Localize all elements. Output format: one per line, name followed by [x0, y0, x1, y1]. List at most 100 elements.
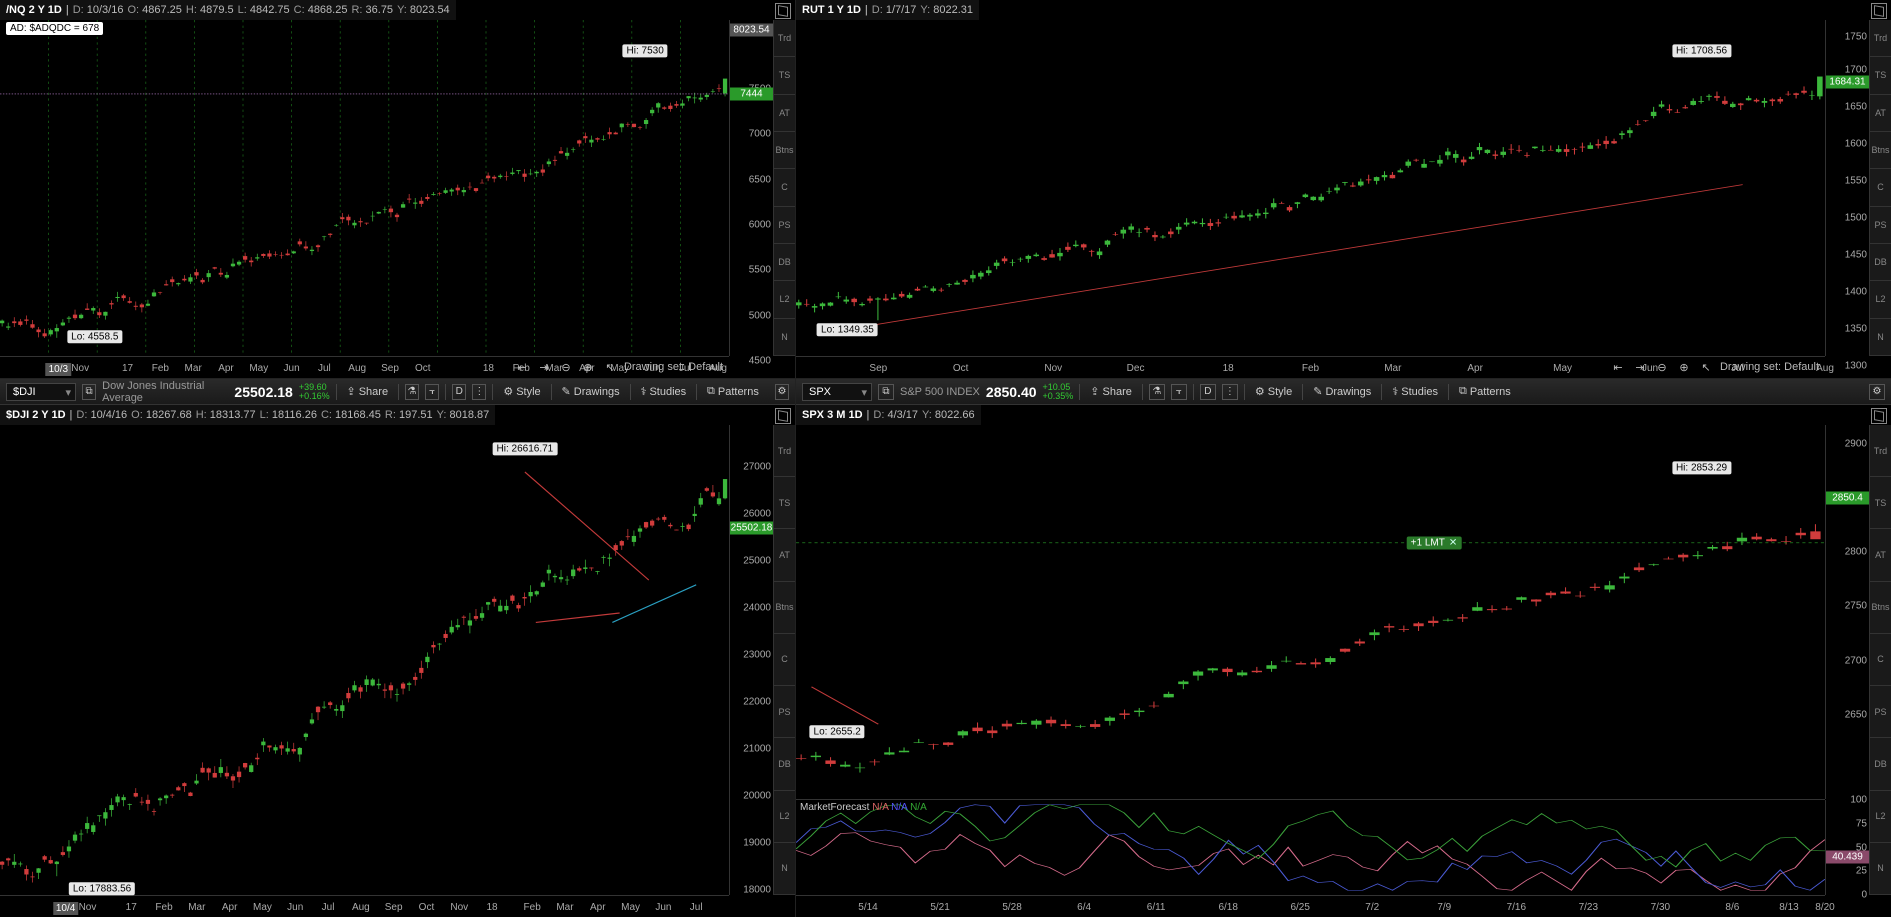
sidetool-at[interactable]: AT	[1870, 95, 1891, 132]
sidetool-n[interactable]: N	[774, 319, 795, 356]
maximize-icon[interactable]	[775, 3, 791, 19]
cursor-icon[interactable]: ↖	[1698, 359, 1714, 375]
sidetool-trd[interactable]: Trd	[1870, 425, 1891, 477]
sidetool-n[interactable]: N	[1870, 319, 1891, 356]
sidetool-n[interactable]: N	[1870, 843, 1891, 895]
x-tick: Apr	[590, 902, 606, 913]
x-tick: 7/9	[1437, 902, 1451, 913]
timeframe-button[interactable]: D	[1200, 384, 1216, 400]
symbol-select[interactable]: $DJI	[6, 383, 76, 401]
interval-icon[interactable]: ⋮	[1222, 384, 1238, 400]
sidetool-trd[interactable]: Trd	[774, 425, 795, 477]
flask-icon[interactable]: ⚗	[1149, 384, 1165, 400]
order-tag[interactable]: +1 LMT✕	[1407, 536, 1462, 549]
sidetool-c[interactable]: C	[1870, 169, 1891, 206]
cursor-x-label: 10/4	[53, 902, 78, 915]
side-toolbar: TrdTSATBtnsCPSDBL2N	[1869, 425, 1891, 895]
drawing-set-label[interactable]: Drawing set: Default	[624, 361, 723, 373]
settings-icon[interactable]: ⚙	[775, 384, 789, 400]
pan-left-icon[interactable]: ⇤	[514, 359, 530, 375]
flask-icon[interactable]: ⚗	[405, 384, 419, 400]
interval-icon[interactable]: ⋮	[472, 384, 486, 400]
chart-type-icon[interactable]: ⫟	[425, 384, 439, 400]
chart-plot[interactable]: Hi: 1708.56 Lo: 1349.35	[796, 20, 1825, 356]
sidetool-db[interactable]: DB	[774, 244, 795, 281]
maximize-icon[interactable]	[1871, 3, 1887, 19]
share-button[interactable]: ⇪Share	[342, 383, 392, 400]
x-tick: 8/6	[1725, 902, 1739, 913]
studies-button[interactable]: ⚕Studies	[1388, 383, 1442, 400]
sidetool-btns[interactable]: Btns	[774, 582, 795, 634]
x-tick: 7/16	[1507, 902, 1526, 913]
sidetool-at[interactable]: AT	[1870, 529, 1891, 581]
chart-plot[interactable]: Hi: 26616.71 Lo: 17883.56	[0, 425, 729, 895]
patterns-button[interactable]: ⧉Patterns	[703, 383, 763, 400]
zoom-out-icon[interactable]: ⊖	[1654, 359, 1670, 375]
sidetool-c[interactable]: C	[1870, 634, 1891, 686]
link-icon[interactable]: ⧉	[82, 384, 96, 400]
time-axis: 5/145/215/286/46/116/186/257/27/97/167/2…	[796, 895, 1825, 917]
sidetool-ts[interactable]: TS	[774, 477, 795, 529]
drawings-button[interactable]: ✎Drawings	[1309, 383, 1375, 400]
timeframe-button[interactable]: D	[452, 384, 466, 400]
settings-icon[interactable]: ⚙	[1869, 384, 1885, 400]
studies-button[interactable]: ⚕Studies	[636, 383, 690, 400]
sidetool-c[interactable]: C	[774, 634, 795, 686]
sidetool-l2[interactable]: L2	[774, 281, 795, 318]
sidetool-at[interactable]: AT	[774, 95, 795, 132]
sidetool-trd[interactable]: Trd	[1870, 20, 1891, 57]
sidetool-at[interactable]: AT	[774, 529, 795, 581]
x-tick: 7/30	[1651, 902, 1670, 913]
sidetool-ps[interactable]: PS	[774, 686, 795, 738]
sidetool-btns[interactable]: Btns	[1870, 132, 1891, 169]
drawing-set-label[interactable]: Drawing set: Default	[1720, 361, 1819, 373]
sidetool-c[interactable]: C	[774, 169, 795, 206]
zoom-out-icon[interactable]: ⊖	[558, 359, 574, 375]
pan-right-icon[interactable]: ⇥	[536, 359, 552, 375]
patterns-button[interactable]: ⧉Patterns	[1455, 383, 1515, 400]
lo-annotation: Lo: 2655.2	[810, 725, 865, 738]
style-button[interactable]: ⚙Style	[499, 383, 544, 400]
pan-right-icon[interactable]: ⇥	[1632, 359, 1648, 375]
pan-left-icon[interactable]: ⇤	[1610, 359, 1626, 375]
sidetool-ts[interactable]: TS	[1870, 477, 1891, 529]
x-tick: 5/14	[858, 902, 877, 913]
sidetool-btns[interactable]: Btns	[774, 132, 795, 169]
style-button[interactable]: ⚙Style	[1251, 383, 1296, 400]
sidetool-ts[interactable]: TS	[1870, 57, 1891, 94]
zoom-in-icon[interactable]: ⊕	[1676, 359, 1692, 375]
last-price-tag: 1684.31	[1826, 76, 1869, 89]
chart-info-bar: SPX 3 M 1D | D: 4/3/17 Y: 8022.66	[796, 405, 981, 425]
sidetool-l2[interactable]: L2	[1870, 791, 1891, 843]
sidetool-n[interactable]: N	[774, 843, 795, 895]
sidetool-db[interactable]: DB	[1870, 738, 1891, 790]
maximize-icon[interactable]	[1871, 408, 1887, 424]
sidetool-btns[interactable]: Btns	[1870, 582, 1891, 634]
sidetool-l2[interactable]: L2	[1870, 281, 1891, 318]
sidetool-ts[interactable]: TS	[774, 57, 795, 94]
close-icon[interactable]: ✕	[1449, 537, 1457, 548]
sidetool-db[interactable]: DB	[774, 738, 795, 790]
link-icon[interactable]: ⧉	[878, 384, 894, 400]
drawings-button[interactable]: ✎Drawings	[558, 383, 624, 400]
sidetool-l2[interactable]: L2	[774, 791, 795, 843]
ohlc-Y: Y: 8018.87	[437, 409, 490, 421]
y-tick: 1550	[1845, 176, 1867, 187]
maximize-icon[interactable]	[775, 408, 791, 424]
x-tick: Mar	[556, 902, 573, 913]
sidetool-ps[interactable]: PS	[774, 207, 795, 244]
symbol-select[interactable]: SPX	[802, 383, 872, 401]
chart-plot[interactable]: Hi: 7530 Lo: 4558.5	[0, 20, 729, 356]
zoom-in-icon[interactable]: ⊕	[580, 359, 596, 375]
sidetool-ps[interactable]: PS	[1870, 686, 1891, 738]
chart-plot[interactable]: Hi: 2853.29 Lo: 2655.2 +1 LMT✕	[796, 425, 1825, 799]
price-change: +10.05+0.35%	[1043, 383, 1074, 401]
sidetool-trd[interactable]: Trd	[774, 20, 795, 57]
chart-type-icon[interactable]: ⫟	[1171, 384, 1187, 400]
share-button[interactable]: ⇪Share	[1086, 383, 1136, 400]
cursor-icon[interactable]: ↖	[602, 359, 618, 375]
sidetool-db[interactable]: DB	[1870, 244, 1891, 281]
y-tick: 19000	[743, 838, 771, 849]
sidetool-ps[interactable]: PS	[1870, 207, 1891, 244]
x-tick: 5/21	[930, 902, 949, 913]
